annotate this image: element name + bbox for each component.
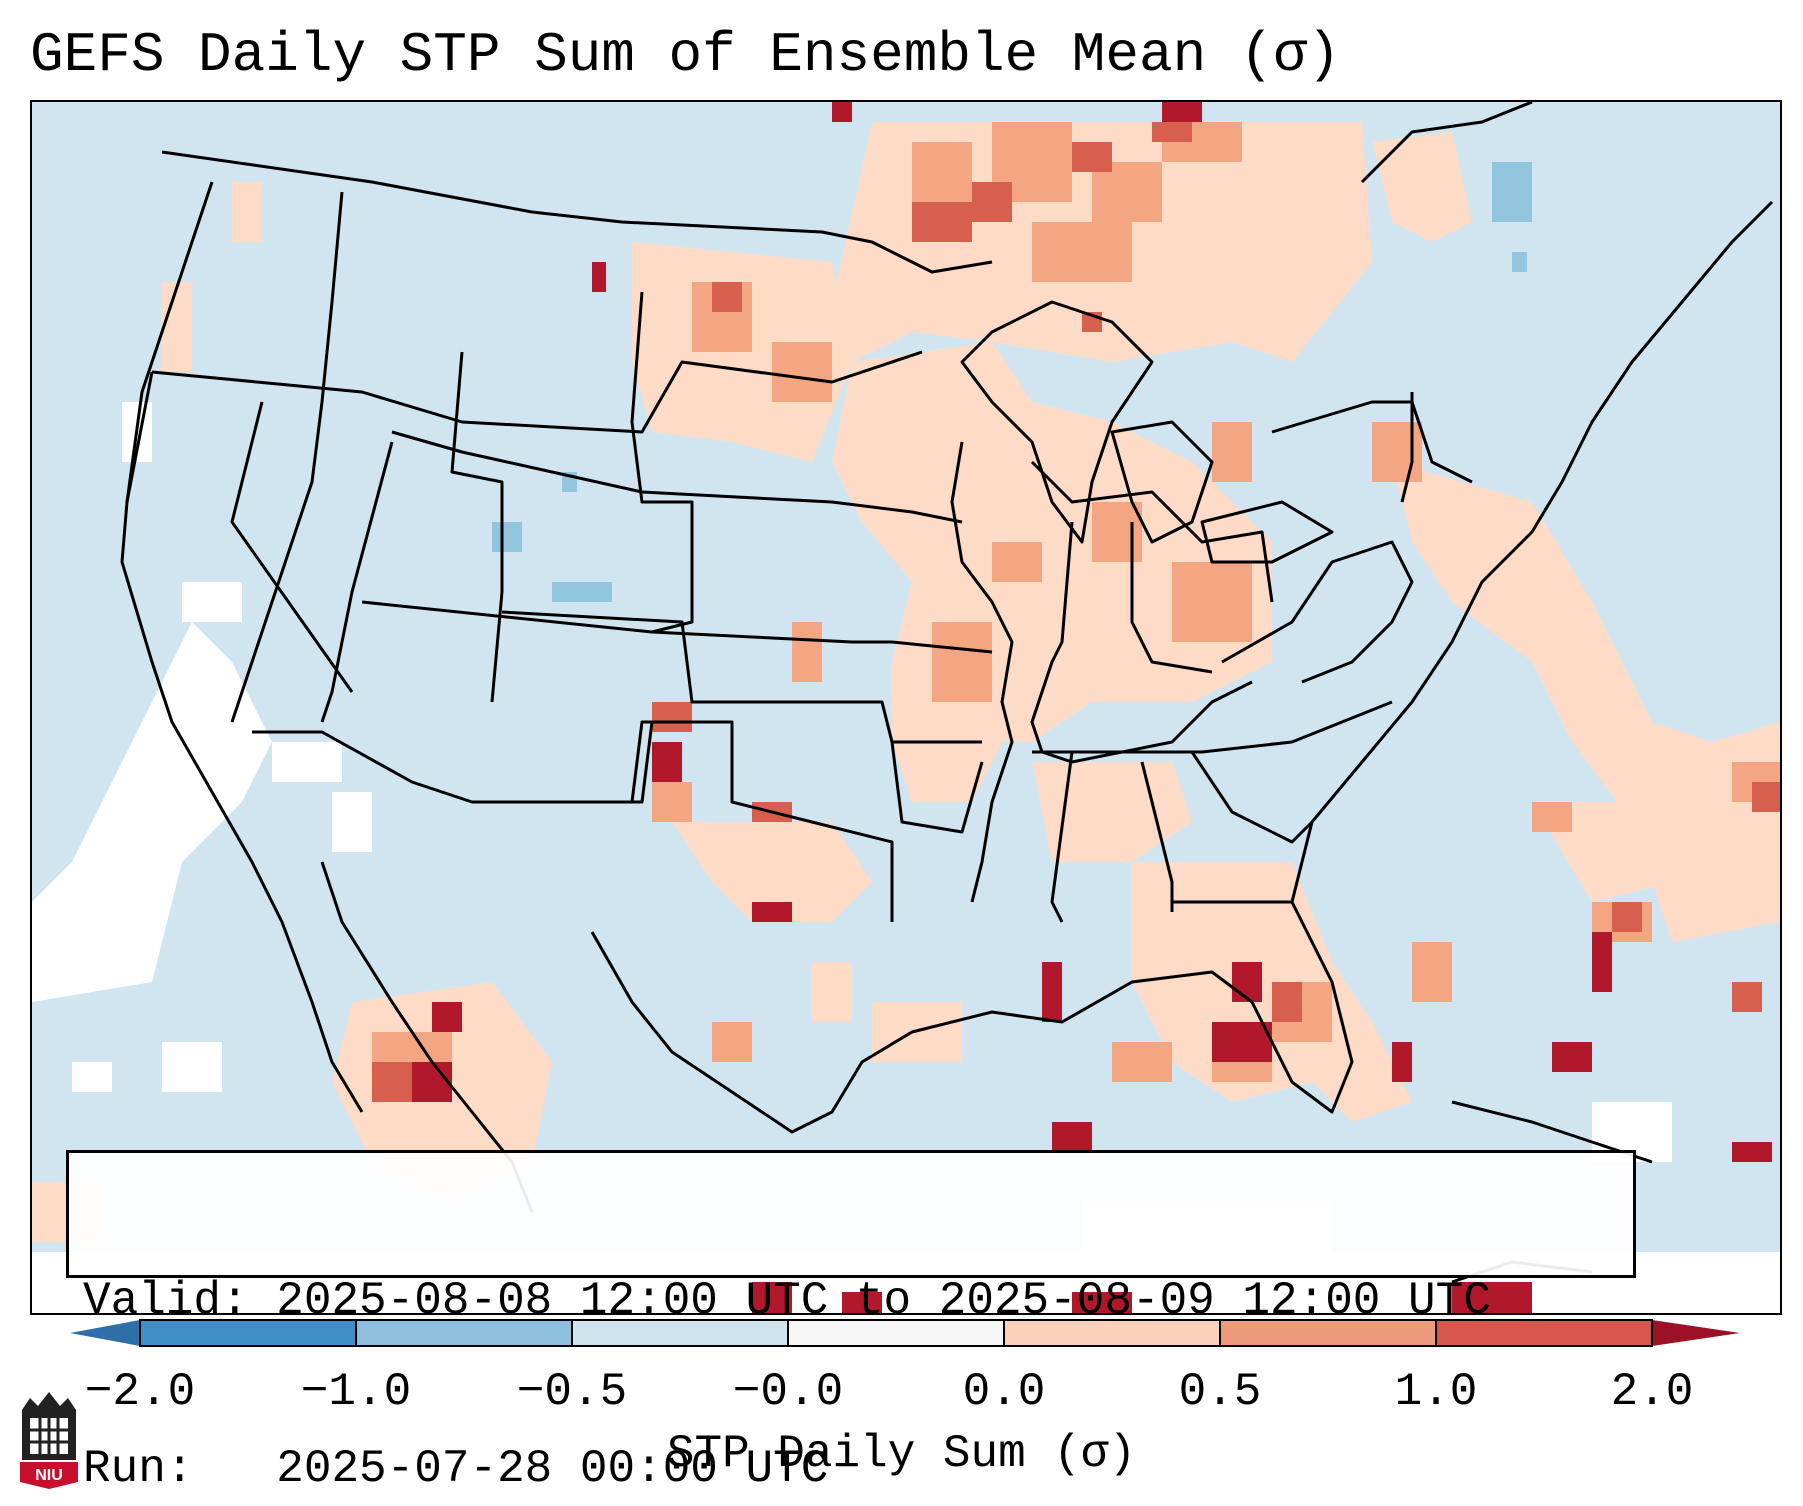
colorbar-label: STP Daily Sum (σ) xyxy=(666,1428,1137,1480)
niu-logo-text: NIU xyxy=(35,1467,63,1484)
colorbar-segment xyxy=(1220,1320,1436,1346)
colorbar-tick-label: 0.0 xyxy=(962,1366,1046,1418)
negative-anomaly-areas xyxy=(492,162,1532,602)
colorbar-tick-label: −1.0 xyxy=(300,1366,412,1418)
colorbar-ticks xyxy=(139,1320,1653,1346)
colorbar-tick-label: 2.0 xyxy=(1610,1366,1694,1418)
colorbar-segment xyxy=(788,1320,1004,1346)
colorbar-tick-label: 0.5 xyxy=(1178,1366,1262,1418)
map-panel xyxy=(30,100,1782,1315)
colorbar-segment xyxy=(1436,1320,1652,1346)
colorbar-svg xyxy=(70,1319,1740,1347)
colorbar-tick-label: 1.0 xyxy=(1394,1366,1478,1418)
run-time-text: Run: 2025-07-28 00:00 UTC xyxy=(83,1443,829,1495)
extreme-anomaly-areas xyxy=(412,102,1772,1313)
colorbar-under-arrow xyxy=(70,1320,140,1346)
colorbar-tick-label: −0.0 xyxy=(732,1366,844,1418)
colorbar-segment xyxy=(140,1320,356,1346)
colorbar-over-arrow xyxy=(1652,1320,1740,1346)
state-borders xyxy=(125,150,1473,923)
map-svg xyxy=(32,102,1780,1313)
validity-info-box: Valid: 2025-08-08 12:00 UTC to 2025-08-0… xyxy=(66,1150,1636,1495)
colorbar-tick-label: −0.5 xyxy=(516,1366,628,1418)
colorbar-tick-label: −2.0 xyxy=(84,1366,196,1418)
niu-logo-icon: NIU xyxy=(20,1392,78,1489)
valid-time-text: Valid: 2025-08-08 12:00 UTC to 2025-08-0… xyxy=(83,1275,1491,1327)
colorbar-segment xyxy=(1004,1320,1220,1346)
niu-logo: NIU xyxy=(18,1390,80,1490)
colorbar-segment xyxy=(356,1320,572,1346)
colorbar xyxy=(70,1318,1740,1348)
colorbar-segment xyxy=(572,1320,788,1346)
colorbar-tick-labels: −2.0 −1.0 −0.5 −0.0 0.0 0.5 1.0 2.0 xyxy=(0,1364,1803,1424)
figure-title: GEFS Daily STP Sum of Ensemble Mean (σ) xyxy=(30,23,1341,87)
